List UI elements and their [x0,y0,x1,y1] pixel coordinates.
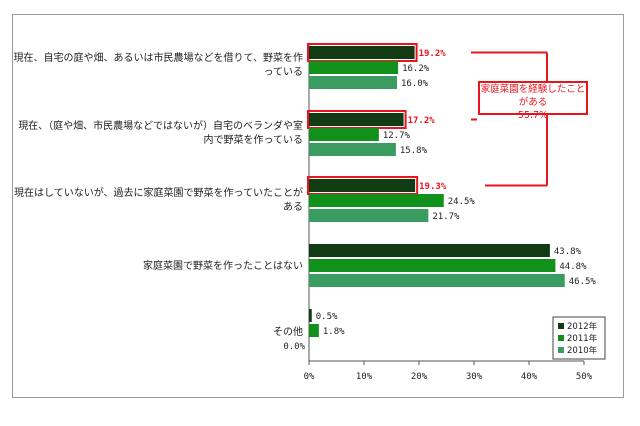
value-label-4-2010年: 46.5% [569,277,597,287]
bar-2-2010年 [309,143,396,156]
bar-4-2012年 [309,244,550,257]
x-tick-label-0: 0% [304,372,315,382]
value-label-1-2011年: 16.2% [402,64,430,74]
legend-swatch-2011年 [558,335,564,341]
value-label-1-2012年: 19.2% [419,49,447,59]
category-label-3: 現在はしていないが、過去に家庭菜園で野菜を作っていたことがある [14,188,303,213]
value-label-5-2010年: 0.0% [283,342,305,352]
bar-1-2012年 [309,46,415,59]
value-label-4-2011年: 44.8% [559,262,587,272]
value-label-2-2010年: 15.8% [400,146,428,156]
bar-5-2012年 [309,309,312,322]
value-label-1-2010年: 16.0% [401,79,429,89]
legend-label-2012年: 2012年 [567,321,598,332]
bar-2-2012年 [309,113,404,126]
legend-swatch-2012年 [558,323,564,329]
callout-text: 家庭菜園を経験したことがある [480,84,586,108]
bar-1-2010年 [309,76,397,89]
category-label-5: その他 [273,327,303,338]
value-label-3-2011年: 24.5% [448,197,476,207]
bar-3-2012年 [309,179,416,192]
category-label-4: 家庭菜園で野菜を作ったことはない [143,261,303,272]
bar-4-2010年 [309,274,565,287]
legend-label-2010年: 2010年 [567,345,598,356]
x-tick-label-4: 40% [521,372,538,382]
bar-chart: 0% 10% 20% 30% 40% 50% 19.2% 16.2% 16.0% 17.2% 12.… [283,43,606,382]
callout-value: 55.7% [517,110,549,121]
bar-4-2011年 [309,259,556,272]
value-label-2-2012年: 17.2% [408,116,436,126]
bar-5-2011年 [309,324,319,337]
chart-frame: 現在、自宅の庭や畑、あるいは市民農場などを借りて、野菜を作っている 現在、（庭や… [12,14,624,398]
value-label-2-2011年: 12.7% [383,131,411,141]
bar-3-2010年 [309,209,429,222]
value-label-4-2012年: 43.8% [554,247,582,257]
value-label-5-2011年: 1.8% [323,327,345,337]
value-label-3-2012年: 19.3% [419,182,447,192]
experience-callout: 家庭菜園を経験したことがある 55.7% [478,81,588,121]
category-label-2: 現在、（庭や畑、市民農場などではないが）自宅のベランダや室内で野菜を作っている [18,121,303,146]
x-tick-label-1: 10% [356,372,373,382]
legend-swatch-2010年 [558,347,564,353]
value-label-5-2012年: 0.5% [316,312,338,322]
bar-1-2011年 [309,61,399,74]
x-tick-label-2: 20% [411,372,428,382]
bar-2-2011年 [309,128,379,141]
x-tick-label-3: 30% [466,372,483,382]
bar-3-2011年 [309,194,444,207]
value-label-3-2010年: 21.7% [432,212,460,222]
x-tick-label-5: 50% [576,372,593,382]
category-label-1: 現在、自宅の庭や畑、あるいは市民農場などを借りて、野菜を作っている [13,53,304,78]
legend-label-2011年: 2011年 [567,333,598,344]
